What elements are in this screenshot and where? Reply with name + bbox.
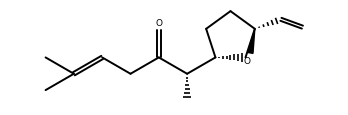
Text: O: O (155, 19, 162, 28)
Text: O: O (244, 56, 251, 65)
Polygon shape (248, 30, 255, 54)
